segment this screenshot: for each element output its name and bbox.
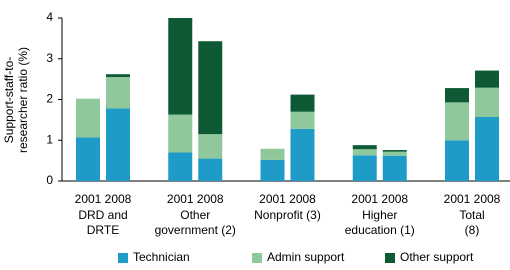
bar-segment xyxy=(168,18,193,115)
x-tick-label: 2001 xyxy=(259,192,286,206)
group-label: Nonprofit (3) xyxy=(254,208,321,222)
y-axis-label: researcher ratio (%) xyxy=(16,47,30,153)
bar-segment xyxy=(290,94,315,112)
group-label: Higher xyxy=(362,208,397,222)
x-tick-label: 2008 xyxy=(197,192,224,206)
legend-label: Other support xyxy=(400,250,474,264)
y-axis-label: Support-staff-to- xyxy=(2,57,16,143)
bar-segment xyxy=(475,117,499,181)
x-tick-label: 2008 xyxy=(381,192,408,206)
y-tick-label: 1 xyxy=(46,132,53,146)
bar-segment xyxy=(352,149,377,156)
bar-segment xyxy=(445,140,469,181)
bar-segment xyxy=(106,77,130,109)
x-tick-label: 2008 xyxy=(289,192,316,206)
y-tick-label: 3 xyxy=(46,51,53,65)
bar-segment xyxy=(445,102,469,141)
bar-segment xyxy=(382,150,407,152)
group-label: DRD and xyxy=(78,208,127,222)
legend-swatch xyxy=(118,253,128,263)
x-tick-label: 2008 xyxy=(105,192,132,206)
x-tick-label: 2001 xyxy=(167,192,194,206)
y-tick-label: 4 xyxy=(46,10,53,24)
bar-segment xyxy=(352,155,377,181)
bar-segment xyxy=(106,108,130,181)
y-tick-label: 2 xyxy=(46,92,53,106)
legend-swatch xyxy=(385,253,395,263)
x-tick-label: 2001 xyxy=(444,192,471,206)
bar-segment xyxy=(290,128,315,181)
group-label: education (1) xyxy=(345,223,415,237)
bar-segment xyxy=(106,74,130,78)
bar-segment xyxy=(475,87,499,118)
bar-segment xyxy=(76,98,100,138)
bar-segment xyxy=(352,145,377,150)
bar-segment xyxy=(260,148,285,160)
bar-segment xyxy=(445,88,469,103)
bar-segment xyxy=(198,134,223,159)
group-label: government (2) xyxy=(155,223,236,237)
x-tick-label: 2001 xyxy=(75,192,102,206)
legend-swatch xyxy=(252,253,262,263)
group-label: (8) xyxy=(465,223,480,237)
bar-segment xyxy=(76,137,100,181)
legend-label: Admin support xyxy=(267,250,345,264)
bar-segment xyxy=(260,159,285,181)
group-label: Total xyxy=(459,208,484,222)
bar-segment xyxy=(198,158,223,181)
bar-segment xyxy=(382,151,407,156)
bar-segment xyxy=(290,111,315,129)
bar-segment xyxy=(168,152,193,181)
group-label: DRTE xyxy=(87,223,119,237)
group-label: Other xyxy=(180,208,210,222)
bar-segment xyxy=(168,114,193,153)
x-tick-label: 2001 xyxy=(351,192,378,206)
y-tick-label: 0 xyxy=(46,173,53,187)
legend-label: Technician xyxy=(133,250,190,264)
bar-segment xyxy=(475,70,499,88)
bar-segment xyxy=(198,41,223,135)
bar-segment xyxy=(382,155,407,181)
x-tick-label: 2008 xyxy=(474,192,501,206)
